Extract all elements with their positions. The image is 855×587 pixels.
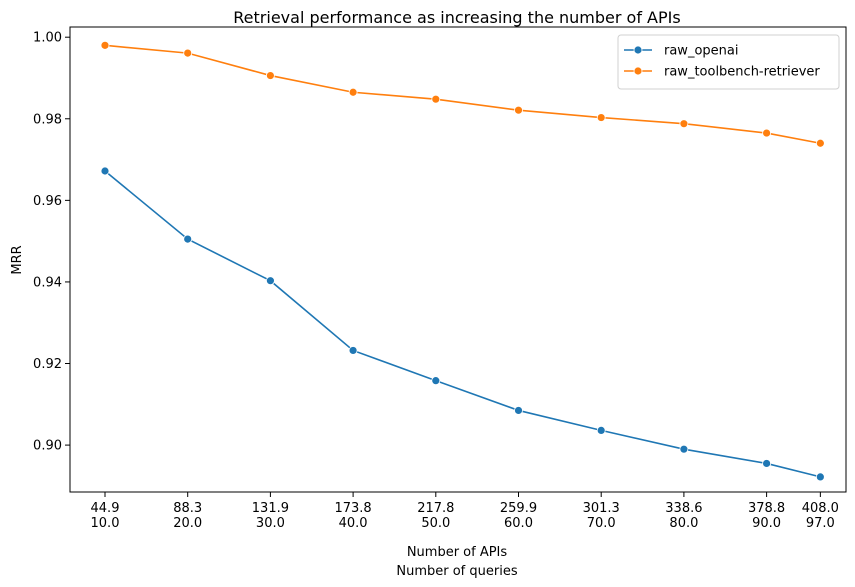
legend-item: raw_openai	[624, 44, 738, 59]
data-point	[762, 128, 771, 138]
data-point	[183, 234, 193, 244]
y-tick-label: 0.90	[33, 439, 62, 454]
x-tick-label-apis: 378.8	[748, 501, 785, 516]
x-tick-label-queries: 90.0	[752, 516, 781, 531]
x-tick-label-apis: 173.8	[334, 501, 371, 516]
x-axis-label-secondary: Number of queries	[396, 564, 517, 579]
y-tick-label: 0.96	[33, 194, 62, 209]
series-line	[104, 44, 821, 145]
legend-label: raw_openai	[664, 44, 738, 59]
x-tick-label-apis: 44.9	[91, 501, 120, 516]
x-tick-label-apis: 131.9	[252, 501, 289, 516]
data-point	[596, 113, 606, 122]
legend-item: raw_toolbench-retriever	[624, 65, 820, 80]
legend-box	[617, 34, 840, 90]
x-tick-label-apis: 408.0	[802, 501, 839, 516]
data-point	[431, 376, 441, 386]
x-axis: 44.910.0 88.320.0 131.930.0 173.840.0 217.85…	[91, 492, 839, 531]
data-point	[815, 138, 825, 148]
y-tick-label: 0.98	[33, 112, 62, 127]
x-tick-label-queries: 20.0	[173, 516, 202, 531]
x-axis-label: Number of APIs	[407, 545, 508, 560]
data-point	[183, 48, 193, 58]
data-point	[815, 472, 825, 482]
x-tick-label-queries: 97.0	[806, 516, 835, 531]
x-tick-label-apis: 88.3	[173, 501, 202, 516]
x-tick-label-apis: 338.6	[665, 501, 702, 516]
x-tick-label-apis: 217.8	[417, 501, 454, 516]
data-point	[514, 105, 523, 115]
x-tick-label-queries: 10.0	[91, 516, 120, 531]
data-point	[100, 40, 110, 50]
data-point	[596, 426, 606, 435]
data-point	[265, 276, 275, 286]
x-tick-label-queries: 80.0	[669, 516, 698, 531]
legend: raw_openai raw_toolbench-retriever	[617, 34, 840, 90]
y-axis-label: MRR	[10, 245, 25, 274]
y-tick-label: 1.00	[33, 31, 62, 46]
y-tick-label: 0.94	[33, 275, 62, 290]
x-tick-label-apis: 301.3	[583, 501, 620, 516]
series-line	[104, 170, 821, 478]
data-point	[679, 444, 689, 454]
chart-title: Retrieval performance as increasing the …	[233, 8, 680, 27]
series-layer	[100, 40, 825, 482]
data-point	[431, 94, 441, 104]
x-tick-label-queries: 40.0	[339, 516, 368, 531]
data-point	[348, 346, 358, 355]
data-point	[100, 166, 110, 176]
data-point	[265, 71, 275, 80]
y-tick-label: 0.92	[33, 357, 62, 372]
x-tick-label-apis: 259.9	[500, 501, 537, 516]
x-tick-label-queries: 70.0	[587, 516, 616, 531]
x-tick-label-queries: 60.0	[504, 516, 533, 531]
legend-label: raw_toolbench-retriever	[664, 65, 820, 80]
x-tick-label-queries: 30.0	[256, 516, 285, 531]
data-point	[679, 119, 689, 129]
data-point	[762, 459, 771, 468]
series-raw_toolbench-retriever	[100, 40, 825, 148]
legend-items: raw_openai raw_toolbench-retriever	[624, 44, 820, 80]
series-raw_openai	[100, 166, 825, 482]
data-point	[514, 406, 523, 415]
data-point	[348, 87, 358, 97]
legend-marker	[633, 45, 643, 55]
y-axis: 0.90 0.92 0.94 0.96 0.98 1.00	[33, 31, 70, 454]
legend-marker	[633, 66, 643, 76]
plot-area	[69, 26, 847, 493]
x-tick-label-queries: 50.0	[421, 516, 450, 531]
